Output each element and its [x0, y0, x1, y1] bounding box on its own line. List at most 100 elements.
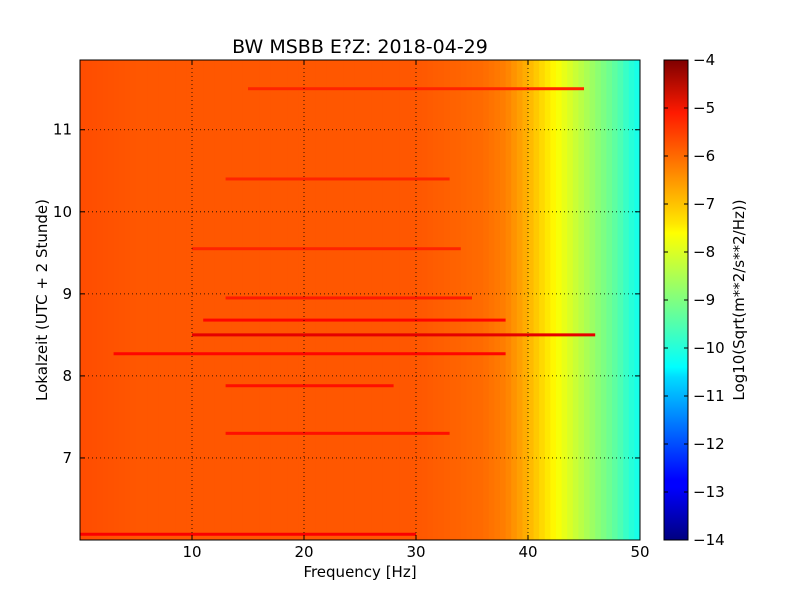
spectrogram-cell: [124, 60, 131, 540]
spectrogram-cell: [102, 60, 109, 540]
spectrogram-cell: [343, 60, 350, 540]
spectrogram-cell: [197, 60, 204, 540]
spectrogram-cell: [600, 60, 607, 540]
spectrogram-cell: [371, 60, 378, 540]
spectrogram-cell: [270, 60, 277, 540]
spectral-band-line: [80, 532, 416, 536]
spectral-band-line: [225, 177, 450, 181]
spectrogram-cell: [186, 60, 193, 540]
spectrogram-cell: [556, 60, 563, 540]
spectrogram-cell: [410, 60, 417, 540]
spectrogram-cell: [388, 60, 395, 540]
spectrogram-cell: [164, 60, 171, 540]
y-tick-label: 7: [62, 449, 72, 467]
spectrogram-cell: [567, 60, 574, 540]
colorbar-tick-label: −10: [693, 339, 725, 357]
spectrogram-cell: [119, 60, 126, 540]
spectral-band-line: [225, 431, 450, 435]
spectrogram-cell: [404, 60, 411, 540]
spectrogram-cell: [455, 60, 462, 540]
colorbar-tick-label: −8: [693, 243, 715, 261]
x-tick-label: 50: [630, 543, 649, 561]
spectrogram-cell: [236, 60, 243, 540]
spectrogram-cell: [147, 60, 154, 540]
spectrogram-cell: [304, 60, 311, 540]
x-tick-label: 40: [518, 543, 537, 561]
colorbar-tick-label: −6: [693, 147, 715, 165]
spectrogram-cell: [141, 60, 148, 540]
spectrogram-cell: [539, 60, 546, 540]
spectrogram-cell: [287, 60, 294, 540]
spectrogram-cell: [259, 60, 266, 540]
spectrogram-cell: [444, 60, 451, 540]
x-tick-label: 30: [406, 543, 425, 561]
spectrogram-cell: [589, 60, 596, 540]
colorbar-tick-label: −4: [693, 51, 715, 69]
y-tick-label: 10: [53, 203, 72, 221]
spectrogram-cell: [550, 60, 557, 540]
spectrogram-cell: [292, 60, 299, 540]
colorbar-tick-label: −9: [693, 291, 715, 309]
colorbar-tick-label: −14: [693, 531, 725, 549]
y-tick-label: 9: [62, 285, 72, 303]
spectrogram-cell: [360, 60, 367, 540]
spectrogram-cell: [488, 60, 495, 540]
spectrogram-cell: [376, 60, 383, 540]
colorbar: −4 −5 −6 −7 −8 −9 −10 −11 −12 −13 −14: [663, 51, 725, 549]
spectrogram-cell: [309, 60, 316, 540]
spectrogram-cell: [192, 60, 199, 540]
spectrogram-cell: [152, 60, 159, 540]
colorbar-tick-label: −11: [693, 387, 725, 405]
colorbar-tick-label: −7: [693, 195, 715, 213]
spectral-band-line: [225, 296, 472, 300]
spectrogram-cell: [561, 60, 568, 540]
spectrogram-cell: [516, 60, 523, 540]
colorbar-tick-label: −12: [693, 435, 725, 453]
spectrogram-cell: [276, 60, 283, 540]
spectrogram-cell: [460, 60, 467, 540]
spectrogram-cell: [393, 60, 400, 540]
spectral-band-line: [192, 247, 461, 251]
spectrogram-cell: [326, 60, 333, 540]
spectrogram-cell: [225, 60, 232, 540]
spectrogram-cell: [421, 60, 428, 540]
y-axis-label: Lokalzeit (UTC + 2 Stunde): [33, 199, 51, 401]
spectrogram-cell: [91, 60, 98, 540]
spectrogram-cell: [472, 60, 479, 540]
spectrogram-cell: [231, 60, 238, 540]
spectrogram-cell: [136, 60, 143, 540]
x-tick-label: 10: [182, 543, 201, 561]
spectrogram-cell: [264, 60, 271, 540]
colorbar-tick-label: −5: [693, 99, 715, 117]
spectrogram-cell: [80, 60, 87, 540]
y-tick-label: 11: [53, 121, 72, 139]
spectrogram-cell: [85, 60, 92, 540]
spectrogram-cell: [348, 60, 355, 540]
spectrogram-cell: [432, 60, 439, 540]
spectrogram-cell: [175, 60, 182, 540]
spectrogram-cell: [248, 60, 255, 540]
spectrogram-cell: [528, 60, 535, 540]
spectrogram-cell: [332, 60, 339, 540]
colorbar-tick-label: −13: [693, 483, 725, 501]
spectrogram-cell: [354, 60, 361, 540]
spectrogram-cell: [365, 60, 372, 540]
spectrogram-cell: [578, 60, 585, 540]
spectrogram-cell: [623, 60, 630, 540]
spectrogram-cell: [180, 60, 187, 540]
x-axis-label: Frequency [Hz]: [303, 563, 416, 581]
spectrogram-cell: [500, 60, 507, 540]
spectrogram-cell: [427, 60, 434, 540]
spectrogram-cell: [494, 60, 501, 540]
spectrogram-cell: [214, 60, 221, 540]
spectrogram-cell: [96, 60, 103, 540]
spectrogram-cell: [169, 60, 176, 540]
spectrogram-cell: [612, 60, 619, 540]
spectrogram-cell: [584, 60, 591, 540]
spectral-band-line: [113, 352, 506, 356]
spectrogram-cell: [242, 60, 249, 540]
spectrogram-cell: [281, 60, 288, 540]
spectrogram-cell: [617, 60, 624, 540]
spectrogram-cell: [628, 60, 635, 540]
